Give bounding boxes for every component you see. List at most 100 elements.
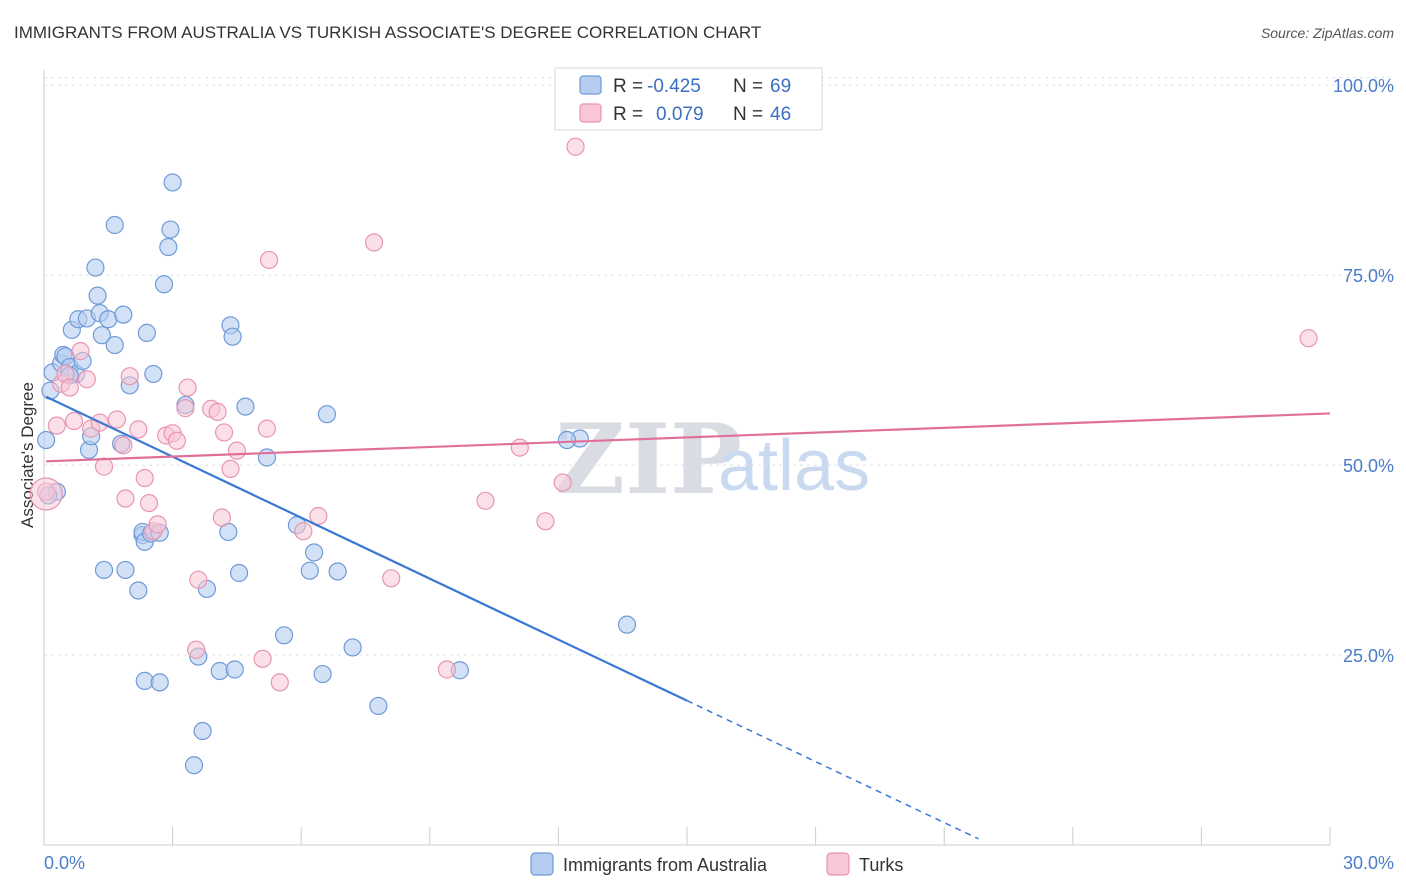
legend-r-label-1: R = (613, 76, 643, 97)
australia-point-58 (317, 405, 337, 424)
australia-point-14 (86, 258, 105, 277)
turks-point-22 (167, 431, 186, 450)
legend-n-value-2: 46 (770, 104, 791, 125)
y-tick-label-25: 25.0% (1343, 646, 1394, 666)
turks-point-45 (553, 473, 572, 492)
y-tick-label-100: 100.0% (1333, 76, 1394, 96)
australia-point-23 (114, 305, 133, 324)
turks-point-42 (476, 491, 495, 510)
turks-point-10 (94, 457, 114, 476)
turks-point-13 (116, 489, 135, 508)
australia-point-26 (129, 581, 148, 600)
australia-point-19 (99, 310, 118, 329)
australia-point-34 (150, 673, 169, 692)
series-legend-swatch-blue (530, 852, 554, 876)
turks-point-5 (64, 411, 84, 431)
turks-point-19 (148, 515, 167, 534)
trend-lines (45, 395, 1331, 840)
turks-point-46 (566, 137, 585, 156)
australia-point-20 (105, 335, 124, 355)
x-tick-label-left: 0.0% (44, 853, 85, 873)
turks-point-23 (176, 399, 195, 418)
australia-point-44 (184, 756, 204, 775)
australia-point-33 (144, 364, 163, 384)
australia-point-38 (161, 220, 180, 239)
turks-point-12 (114, 436, 133, 455)
turks-point-4 (60, 378, 79, 397)
watermark-atlas: atlas (718, 426, 870, 506)
turks-point-30 (214, 423, 234, 442)
turks-point-15 (129, 420, 148, 439)
legend-r-value-1: -0.425 (647, 76, 701, 97)
turks-point-34 (257, 419, 277, 438)
australia-point-64 (617, 615, 637, 634)
turks-point-24 (178, 378, 197, 397)
series-legend-label-pink: Turks (859, 855, 903, 875)
watermark: ZIP atlas (555, 403, 870, 516)
australia-point-59 (328, 562, 347, 581)
turks-point-25 (189, 570, 208, 589)
australia-point-60 (343, 638, 362, 657)
australia-point-45 (210, 661, 229, 681)
australia-point-68 (557, 430, 577, 450)
australia-point-52 (257, 448, 277, 467)
turks-point-29 (212, 508, 231, 527)
stats-legend: R = -0.425 N = 69 R = 0.079 N = 46 (554, 67, 823, 131)
turks-point-35 (259, 250, 279, 270)
australia-point-0 (37, 430, 56, 450)
australia-point-21 (105, 215, 124, 235)
australia-point-42 (193, 721, 212, 741)
y-tick-label-75: 75.0% (1343, 266, 1394, 286)
turks-point-36 (270, 673, 289, 692)
turks-point-47 (1299, 329, 1318, 348)
australia-trend-line (45, 395, 688, 702)
series-immigrants-from-australia (37, 173, 637, 775)
legend-r-label-2: R = (613, 104, 643, 125)
turks-point-14 (120, 367, 139, 386)
australia-point-56 (304, 543, 324, 562)
australia-point-61 (369, 696, 388, 716)
turks-point-44 (536, 512, 555, 531)
australia-point-53 (274, 626, 294, 645)
legend-n-label-2: N = (733, 104, 763, 125)
turks-trend-line (46, 412, 1331, 463)
australia-point-57 (313, 664, 332, 684)
australia-point-17 (92, 326, 111, 345)
australia-point-24 (116, 560, 135, 580)
y-axis-label: Associate's Degree (18, 382, 37, 528)
chart-title: IMMIGRANTS FROM AUSTRALIA VS TURKISH ASS… (14, 23, 761, 42)
x-tick-label-right: 30.0% (1343, 853, 1394, 873)
turks-point-41 (437, 660, 457, 679)
series-legend: Immigrants from Australia Turks (530, 852, 903, 876)
australia-point-51 (236, 397, 255, 416)
turks-point-large (29, 477, 63, 511)
australia-point-55 (300, 561, 319, 580)
series-legend-label-blue: Immigrants from Australia (563, 855, 768, 875)
australia-point-48 (223, 327, 242, 346)
turks-point-33 (253, 649, 272, 668)
turks-point-28 (208, 402, 227, 422)
y-tick-label-50: 50.0% (1343, 456, 1394, 476)
turks-point-37 (294, 522, 313, 541)
australia-point-30 (135, 671, 154, 690)
australia-point-36 (154, 275, 174, 294)
turks-point-26 (187, 640, 206, 659)
turks-point-31 (221, 459, 240, 478)
turks-point-16 (135, 468, 154, 488)
chart-source: Source: ZipAtlas.com (1261, 25, 1394, 41)
turks-point-11 (107, 410, 126, 429)
turks-point-43 (510, 438, 529, 457)
watermark-zip: ZIP (555, 403, 742, 516)
australia-point-18 (94, 560, 114, 580)
legend-swatch-pink (579, 103, 602, 123)
turks-point-39 (364, 233, 384, 252)
australia-point-15 (88, 286, 107, 305)
australia-point-31 (137, 323, 156, 342)
australia-point-37 (159, 237, 178, 257)
turks-point-40 (382, 569, 401, 588)
australia-point-39 (163, 173, 182, 192)
turks-point-7 (77, 370, 96, 389)
legend-swatch-blue (579, 75, 602, 95)
australia-point-50 (229, 563, 249, 583)
